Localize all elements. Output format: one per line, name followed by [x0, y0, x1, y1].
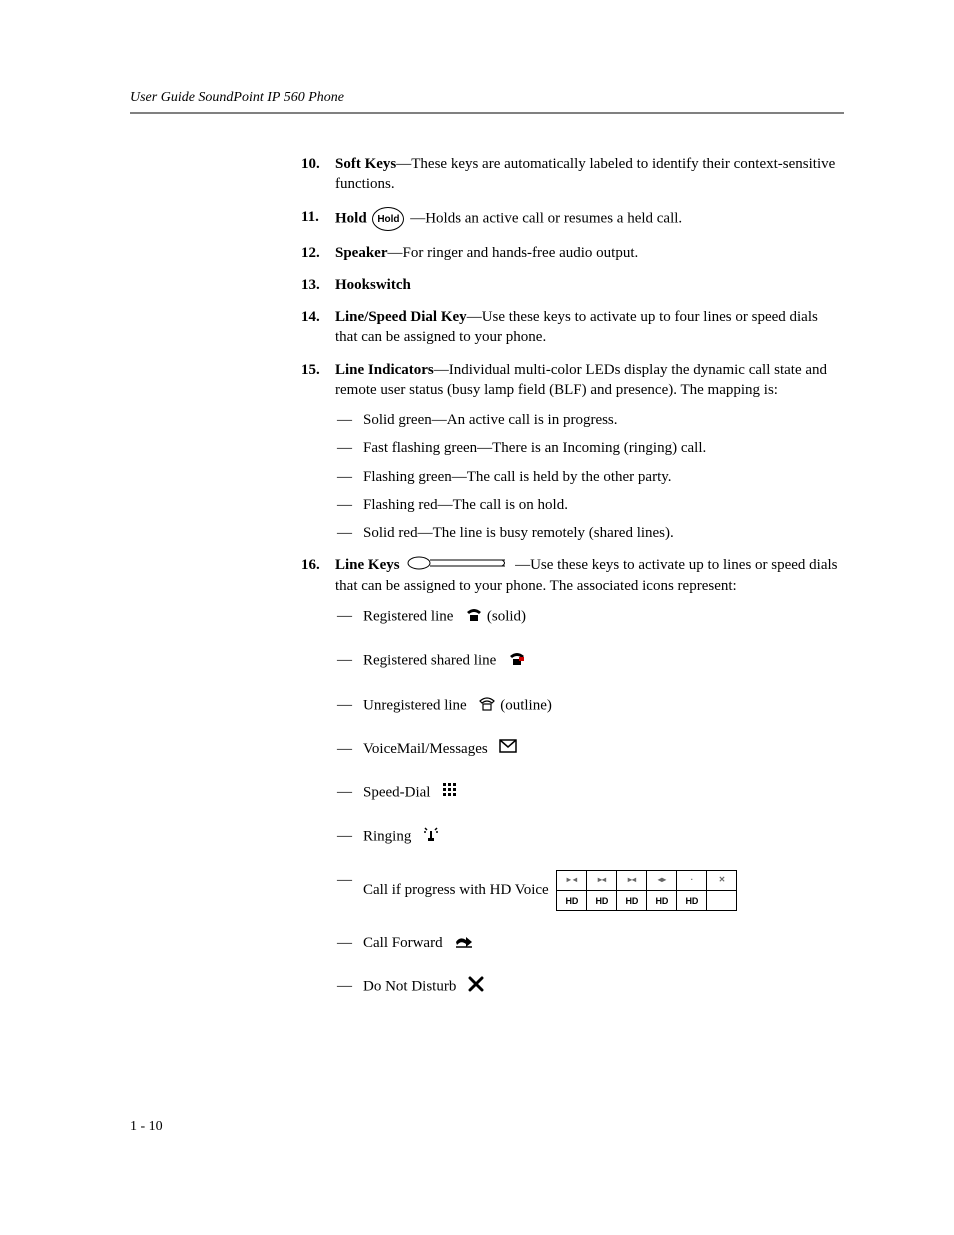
hd-cell: HD — [587, 891, 617, 911]
item-label: Line Indicators — [335, 362, 434, 378]
item-label: Speaker — [335, 245, 388, 261]
sub-item: Speed-Dial — [335, 782, 844, 804]
item-13: 13. Hookswitch — [305, 275, 844, 295]
item-11: 11. Hold Hold —Holds an active call or r… — [305, 207, 844, 231]
sub-item: Call if progress with HD Voice ▸ ◂ ▸◂ ▸◂… — [335, 870, 844, 911]
sub-item: Unregistered line (outline) — [335, 695, 844, 717]
item-number: 11. — [301, 207, 319, 227]
item-number: 10. — [301, 154, 320, 174]
envelope-icon — [499, 739, 517, 759]
sub-text: Registered shared line — [363, 653, 496, 669]
sub-text: Unregistered line — [363, 697, 467, 713]
hd-cell: HD — [617, 891, 647, 911]
sub-item: Solid green—An active call is in progres… — [335, 410, 844, 430]
item-15: 15. Line Indicators—Individual multi-col… — [305, 360, 844, 544]
keypad-icon — [442, 782, 458, 804]
header-rule — [130, 112, 844, 114]
hd-cell: HD — [647, 891, 677, 911]
item-number: 16. — [301, 555, 320, 575]
hd-cell: HD — [677, 891, 707, 911]
sub-suffix: (outline) — [500, 697, 552, 713]
sub-item: Flashing red—The call is on hold. — [335, 495, 844, 515]
item-number: 13. — [301, 275, 320, 295]
item-10: 10. Soft Keys—These keys are automatical… — [305, 154, 844, 195]
sub-item: VoiceMail/Messages — [335, 739, 844, 760]
hd-cell: ▸◂ — [617, 871, 647, 891]
sub-item: Registered shared line — [335, 650, 844, 672]
call-forward-icon — [454, 934, 474, 954]
hd-cell: ✕ — [707, 871, 737, 891]
item-text: —These keys are automatically labeled to… — [335, 156, 835, 192]
item-number: 15. — [301, 360, 320, 380]
item-12: 12. Speaker—For ringer and hands-free au… — [305, 243, 844, 263]
hd-cell: ◂▸ — [647, 871, 677, 891]
sublist-15: Solid green—An active call is in progres… — [335, 410, 844, 543]
sub-text: Speed-Dial — [363, 784, 430, 800]
sub-item: Solid red—The line is busy remotely (sha… — [335, 523, 844, 543]
sub-text: Do Not Disturb — [363, 978, 456, 994]
sub-item: Do Not Disturb — [335, 976, 844, 998]
line-key-icon — [407, 556, 507, 576]
page-number: 1 - 10 — [130, 1119, 163, 1135]
item-label: Line/Speed Dial Key — [335, 309, 467, 325]
item-label: Line Keys — [335, 557, 400, 573]
page-header-title: User Guide SoundPoint IP 560 Phone — [130, 90, 844, 106]
hd-cell: ▸ ◂ — [557, 871, 587, 891]
item-text: —Holds an active call or resumes a held … — [410, 210, 682, 226]
ringing-icon — [423, 826, 441, 848]
content-area: 10. Soft Keys—These keys are automatical… — [305, 154, 844, 998]
sub-text: Call Forward — [363, 935, 443, 951]
hd-cell: · — [677, 871, 707, 891]
item-number: 14. — [301, 307, 320, 327]
sublist-16: Registered line (solid) Registered share… — [335, 606, 844, 998]
sub-item: Flashing green—The call is held by the o… — [335, 467, 844, 487]
sub-suffix: (solid) — [487, 609, 526, 625]
phone-solid-icon — [465, 606, 483, 628]
sub-item: Ringing — [335, 826, 844, 848]
item-text: —For ringer and hands-free audio output. — [388, 245, 639, 261]
sub-text: VoiceMail/Messages — [363, 741, 488, 757]
hd-cell — [707, 891, 737, 911]
item-16: 16. Line Keys —Use these keys to activat… — [305, 555, 844, 998]
hold-button-icon: Hold — [372, 207, 404, 231]
sub-text: Call if progress with HD Voice — [363, 882, 549, 898]
numbered-list: 10. Soft Keys—These keys are automatical… — [305, 154, 844, 998]
dnd-x-icon — [468, 976, 484, 998]
hd-cell: ▸◂ — [587, 871, 617, 891]
sub-item: Call Forward — [335, 933, 844, 954]
hd-cell: HD — [557, 891, 587, 911]
sub-text: Registered line — [363, 609, 453, 625]
phone-outline-icon — [478, 695, 496, 717]
phone-shared-icon — [508, 650, 526, 672]
sub-item: Fast flashing green—There is an Incoming… — [335, 438, 844, 458]
hd-voice-table: ▸ ◂ ▸◂ ▸◂ ◂▸ · ✕ HD HD HD HD HD — [556, 870, 737, 911]
item-label: Hold — [335, 210, 367, 226]
item-number: 12. — [301, 243, 320, 263]
item-label: Hookswitch — [335, 277, 411, 293]
sub-item: Registered line (solid) — [335, 606, 844, 628]
item-label: Soft Keys — [335, 156, 396, 172]
sub-text: Ringing — [363, 828, 411, 844]
item-14: 14. Line/Speed Dial Key—Use these keys t… — [305, 307, 844, 348]
